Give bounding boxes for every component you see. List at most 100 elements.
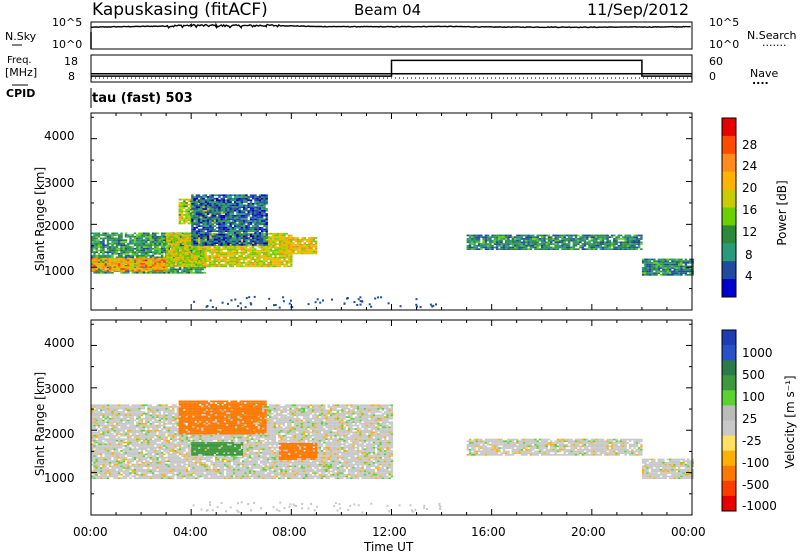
power-cell-6 bbox=[493, 236, 497, 238]
power-cell-5 bbox=[220, 221, 223, 224]
power-cell-6 bbox=[577, 241, 580, 244]
power-cell-5 bbox=[258, 197, 262, 200]
power-cell-2 bbox=[278, 256, 282, 259]
power-cell-6 bbox=[599, 248, 602, 250]
velocity-cell-0 bbox=[91, 463, 94, 466]
power-cell-5 bbox=[245, 242, 248, 244]
power-cell-0 bbox=[138, 249, 141, 252]
power-cell-7 bbox=[671, 260, 674, 262]
power-cell-2 bbox=[287, 244, 291, 247]
power-cell-6 bbox=[574, 234, 578, 237]
power-cell-5 bbox=[191, 206, 194, 209]
power-cell-5 bbox=[249, 240, 253, 243]
power-cell-5 bbox=[227, 218, 230, 221]
power-cell-7 bbox=[684, 262, 688, 264]
power-cell-3 bbox=[228, 205, 231, 208]
power-cell-7 bbox=[657, 270, 661, 273]
velocity-cell-0 bbox=[100, 436, 103, 439]
power-cell-4 bbox=[281, 237, 284, 239]
power-cell-6 bbox=[572, 238, 575, 240]
power-cell-5 bbox=[227, 196, 230, 198]
power-cell-2 bbox=[267, 243, 270, 245]
power-cell-0 bbox=[138, 234, 141, 236]
velocity-cell-0 bbox=[111, 473, 114, 476]
power-cell-6 bbox=[592, 244, 596, 247]
power-cell-2 bbox=[166, 250, 169, 252]
power-cell-5 bbox=[225, 201, 228, 203]
power-cell-3 bbox=[178, 217, 181, 220]
power-speckle bbox=[268, 297, 271, 300]
power-cell-2 bbox=[267, 253, 270, 256]
power-cell-4 bbox=[285, 247, 288, 250]
power-cell-5 bbox=[225, 199, 228, 202]
power-cell-5 bbox=[258, 199, 262, 202]
power-cell-3 bbox=[187, 200, 191, 203]
power-cell-5 bbox=[216, 201, 219, 203]
velocity-cell-0 bbox=[100, 424, 103, 427]
power-cell-0 bbox=[187, 266, 191, 269]
power-cell-2 bbox=[197, 255, 201, 257]
power-cell-6 bbox=[523, 239, 526, 242]
power-cell-5 bbox=[197, 220, 201, 222]
power-cell-5 bbox=[218, 204, 221, 207]
power-cell-0 bbox=[133, 266, 137, 269]
power-cell-6 bbox=[552, 238, 555, 240]
velocity-cell-0 bbox=[106, 414, 110, 417]
power-cell-1 bbox=[129, 268, 132, 270]
power-cbar-tick-8: 8 bbox=[745, 248, 753, 262]
power-cell-5 bbox=[195, 196, 199, 198]
power-cell-0 bbox=[201, 268, 204, 271]
power-cell-1 bbox=[147, 262, 150, 265]
power-cell-2 bbox=[184, 248, 187, 250]
power-cell-2 bbox=[177, 253, 180, 256]
power-cell-2 bbox=[231, 265, 234, 268]
power-cell-4 bbox=[290, 238, 293, 241]
velocity-cell-0 bbox=[100, 450, 103, 452]
power-cell-0 bbox=[149, 256, 152, 259]
power-cell-0 bbox=[136, 256, 139, 259]
velocity-cell-0 bbox=[97, 407, 101, 410]
power-cell-6 bbox=[511, 243, 515, 245]
power-cell-5 bbox=[231, 230, 235, 232]
power-cell-6 bbox=[518, 243, 521, 245]
power-cell-0 bbox=[115, 247, 119, 250]
power-cell-4 bbox=[281, 242, 284, 244]
power-cell-4 bbox=[299, 250, 302, 253]
power-cell-5 bbox=[225, 218, 228, 221]
power-cell-6 bbox=[617, 238, 620, 240]
power-cell-2 bbox=[211, 260, 214, 262]
power-cell-0 bbox=[145, 251, 148, 253]
power-cell-3 bbox=[219, 205, 222, 208]
power-speckle bbox=[380, 296, 383, 299]
power-cell-6 bbox=[507, 246, 510, 249]
power-cell-7 bbox=[669, 274, 672, 276]
power-cell-7 bbox=[648, 274, 652, 276]
power-speckle bbox=[221, 301, 224, 304]
power-speckle bbox=[331, 298, 333, 301]
velocity-cell-0 bbox=[97, 440, 101, 442]
power-cell-3 bbox=[185, 205, 188, 208]
power-cell-5 bbox=[238, 218, 241, 221]
power-cell-4 bbox=[281, 252, 284, 255]
power-cell-6 bbox=[468, 241, 472, 244]
power-speckle bbox=[289, 299, 292, 302]
power-cell-5 bbox=[200, 196, 203, 198]
power-cell-6 bbox=[550, 246, 553, 249]
power-cell-5 bbox=[265, 221, 268, 224]
power-cell-5 bbox=[249, 223, 253, 226]
power-cell-6 bbox=[559, 246, 562, 249]
power-cell-0 bbox=[138, 241, 141, 243]
power-cell-5 bbox=[243, 216, 246, 219]
power-cell-1 bbox=[158, 257, 161, 260]
power-cell-0 bbox=[147, 242, 150, 245]
power-cell-2 bbox=[272, 250, 275, 252]
power-cell-5 bbox=[236, 242, 239, 244]
power-cell-4 bbox=[296, 250, 300, 253]
power-cell-2 bbox=[202, 265, 205, 268]
power-cell-5 bbox=[204, 225, 208, 227]
power-cell-2 bbox=[184, 251, 187, 254]
power-cell-6 bbox=[565, 243, 569, 245]
power-cell-2 bbox=[283, 255, 286, 257]
power-cell-7 bbox=[664, 265, 667, 268]
power-cell-4 bbox=[301, 247, 304, 250]
